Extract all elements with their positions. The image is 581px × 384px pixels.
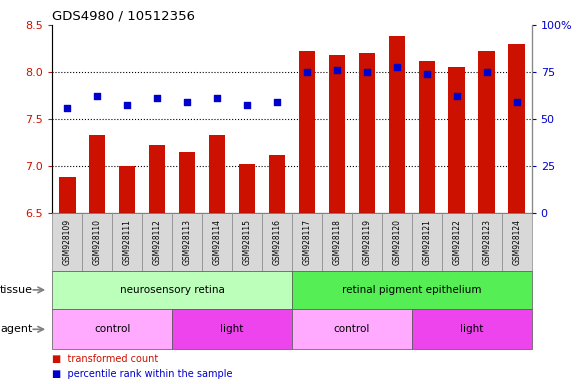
- Point: [272, 99, 282, 105]
- Point: [362, 69, 371, 75]
- Point: [392, 64, 401, 70]
- Text: GSM928117: GSM928117: [303, 219, 311, 265]
- Bar: [389, 36, 405, 213]
- Point: [213, 95, 222, 101]
- Point: [182, 99, 192, 105]
- Bar: [478, 51, 495, 213]
- Bar: [149, 146, 166, 213]
- Bar: [329, 55, 345, 213]
- Text: GSM928118: GSM928118: [332, 219, 342, 265]
- Text: light: light: [460, 324, 483, 334]
- Text: GSM928112: GSM928112: [153, 219, 162, 265]
- Text: neurosensory retina: neurosensory retina: [120, 285, 225, 295]
- Text: retinal pigment epithelium: retinal pigment epithelium: [342, 285, 482, 295]
- Bar: [89, 135, 106, 213]
- Point: [242, 102, 252, 108]
- Text: GSM928111: GSM928111: [123, 219, 132, 265]
- Text: control: control: [333, 324, 370, 334]
- Bar: [299, 51, 315, 213]
- Bar: [209, 135, 225, 213]
- Point: [452, 93, 461, 99]
- Text: GSM928122: GSM928122: [452, 219, 461, 265]
- Point: [63, 105, 72, 111]
- Bar: [418, 61, 435, 213]
- Point: [123, 102, 132, 108]
- Text: tissue: tissue: [0, 285, 33, 295]
- Point: [302, 69, 311, 75]
- Text: ■  transformed count: ■ transformed count: [52, 354, 159, 364]
- Point: [422, 71, 432, 77]
- Text: GDS4980 / 10512356: GDS4980 / 10512356: [52, 10, 195, 23]
- Text: light: light: [220, 324, 243, 334]
- Bar: [239, 164, 255, 213]
- Text: control: control: [94, 324, 130, 334]
- Text: GSM928116: GSM928116: [272, 219, 281, 265]
- Bar: [449, 67, 465, 213]
- Text: GSM928115: GSM928115: [242, 219, 252, 265]
- Point: [152, 95, 162, 101]
- Bar: [179, 152, 195, 213]
- Text: GSM928110: GSM928110: [93, 219, 102, 265]
- Bar: [119, 166, 135, 213]
- Text: GSM928123: GSM928123: [482, 219, 491, 265]
- Text: GSM928109: GSM928109: [63, 219, 72, 265]
- Text: GSM928113: GSM928113: [182, 219, 192, 265]
- Bar: [269, 155, 285, 213]
- Text: GSM928124: GSM928124: [512, 219, 521, 265]
- Text: ■  percentile rank within the sample: ■ percentile rank within the sample: [52, 369, 233, 379]
- Text: agent: agent: [0, 324, 33, 334]
- Text: GSM928121: GSM928121: [422, 219, 431, 265]
- Bar: [508, 44, 525, 213]
- Text: GSM928114: GSM928114: [213, 219, 221, 265]
- Bar: [358, 53, 375, 213]
- Point: [332, 67, 342, 73]
- Text: GSM928119: GSM928119: [363, 219, 371, 265]
- Point: [92, 93, 102, 99]
- Text: GSM928120: GSM928120: [392, 219, 401, 265]
- Point: [512, 99, 521, 105]
- Bar: [59, 177, 76, 213]
- Point: [482, 69, 492, 75]
